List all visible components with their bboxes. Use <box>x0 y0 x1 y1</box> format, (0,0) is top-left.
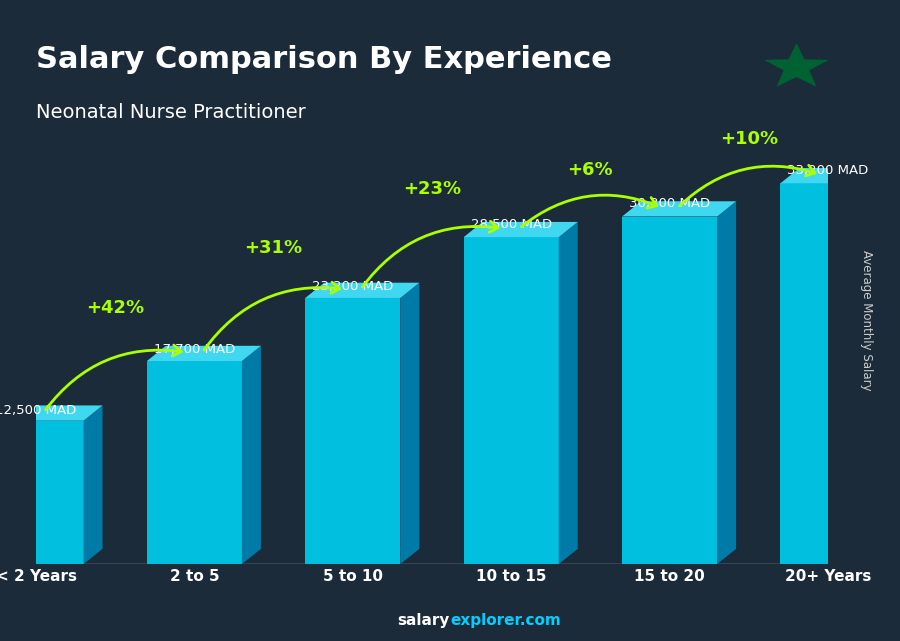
Text: Salary Comparison By Experience: Salary Comparison By Experience <box>36 45 612 74</box>
Text: 30,300 MAD: 30,300 MAD <box>629 197 710 210</box>
Text: 23,200 MAD: 23,200 MAD <box>312 279 393 293</box>
FancyArrowPatch shape <box>46 345 181 410</box>
Polygon shape <box>622 217 717 564</box>
Polygon shape <box>84 406 103 564</box>
Text: +23%: +23% <box>403 180 461 198</box>
Text: +42%: +42% <box>86 299 144 317</box>
Text: Neonatal Nurse Practitioner: Neonatal Nurse Practitioner <box>36 103 306 122</box>
Polygon shape <box>0 406 103 420</box>
Polygon shape <box>622 201 736 217</box>
Polygon shape <box>780 168 895 183</box>
Text: 17,700 MAD: 17,700 MAD <box>154 344 235 356</box>
Text: 12,500 MAD: 12,500 MAD <box>0 404 76 417</box>
FancyArrowPatch shape <box>363 221 498 287</box>
Polygon shape <box>876 168 895 564</box>
Polygon shape <box>305 298 400 564</box>
Polygon shape <box>242 345 261 564</box>
Polygon shape <box>147 345 261 361</box>
Text: +10%: +10% <box>720 130 778 148</box>
Text: 33,200 MAD: 33,200 MAD <box>788 164 868 177</box>
Text: salary: salary <box>398 613 450 628</box>
Polygon shape <box>464 237 559 564</box>
Polygon shape <box>147 361 242 564</box>
Text: Average Monthly Salary: Average Monthly Salary <box>860 250 873 391</box>
Polygon shape <box>305 283 419 298</box>
Text: explorer.com: explorer.com <box>450 613 561 628</box>
Text: +31%: +31% <box>245 238 302 256</box>
FancyArrowPatch shape <box>680 165 815 206</box>
FancyArrowPatch shape <box>204 282 339 350</box>
Polygon shape <box>765 44 828 86</box>
FancyArrowPatch shape <box>521 195 657 227</box>
Text: 28,500 MAD: 28,500 MAD <box>471 219 552 231</box>
Polygon shape <box>717 201 736 564</box>
Polygon shape <box>400 283 419 564</box>
Polygon shape <box>0 420 84 564</box>
Polygon shape <box>464 222 578 237</box>
Text: +6%: +6% <box>568 162 613 179</box>
Polygon shape <box>559 222 578 564</box>
Polygon shape <box>780 183 876 564</box>
